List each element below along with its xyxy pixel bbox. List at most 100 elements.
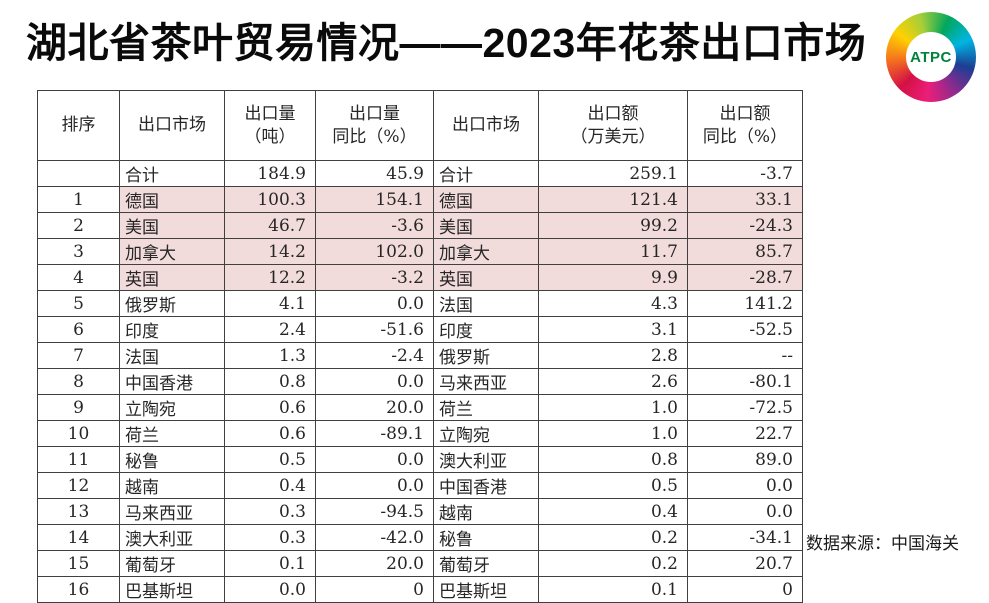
table-row: 10 荷兰 0.6 -89.1 立陶宛 1.0 22.7 (37, 420, 803, 447)
table-row: 9 立陶宛 0.6 20.0 荷兰 1.0 -72.5 (37, 394, 803, 421)
market-value-cell: 荷兰 (433, 394, 539, 421)
value-yoy-cell: -3.7 (687, 160, 803, 187)
rank-cell: 15 (37, 550, 120, 577)
atpc-logo-center: ATPC (906, 32, 956, 82)
market-value-cell: 葡萄牙 (433, 550, 539, 577)
value-yoy-cell: -80.1 (687, 368, 803, 395)
market-volume-cell: 美国 (119, 212, 225, 239)
volume-yoy-cell: -42.0 (315, 524, 434, 551)
value-yoy-cell: 0 (687, 576, 803, 603)
market-volume-cell: 德国 (119, 186, 225, 213)
volume-tons-cell: 0.3 (224, 524, 316, 551)
value-usd10k-cell: 1.0 (538, 420, 688, 447)
value-yoy-cell: 0.0 (687, 498, 803, 525)
volume-yoy-cell: 102.0 (315, 238, 434, 265)
value-usd10k-cell: 0.5 (538, 472, 688, 499)
value-usd10k-cell: 0.2 (538, 550, 688, 577)
value-yoy-cell: 85.7 (687, 238, 803, 265)
value-usd10k-cell: 3.1 (538, 316, 688, 343)
value-usd10k-cell: 2.6 (538, 368, 688, 395)
rank-cell: 9 (37, 394, 120, 421)
table-row: 16 巴基斯坦 0.0 0 巴基斯坦 0.1 0 (37, 576, 803, 603)
market-value-cell: 俄罗斯 (433, 342, 539, 369)
table-header: 排序 出口市场 出口量 （吨） 出口量 同比（%） 出口市场 出口额 （万美元）… (37, 90, 803, 161)
market-volume-cell: 中国香港 (119, 368, 225, 395)
rank-cell (37, 160, 120, 187)
value-usd10k-cell: 9.9 (538, 264, 688, 291)
table-header-row: 排序 出口市场 出口量 （吨） 出口量 同比（%） 出口市场 出口额 （万美元）… (37, 90, 803, 161)
market-value-cell: 秘鲁 (433, 524, 539, 551)
market-value-cell: 法国 (433, 290, 539, 317)
volume-yoy-cell: 154.1 (315, 186, 434, 213)
volume-yoy-cell: 0.0 (315, 446, 434, 473)
volume-tons-cell: 1.3 (224, 342, 316, 369)
value-yoy-cell: 20.7 (687, 550, 803, 577)
table-row: 11 秘鲁 0.5 0.0 澳大利亚 0.8 89.0 (37, 446, 803, 473)
rank-cell: 14 (37, 524, 120, 551)
volume-yoy-cell: -94.5 (315, 498, 434, 525)
value-yoy-cell: 33.1 (687, 186, 803, 213)
value-usd10k-cell: 0.4 (538, 498, 688, 525)
market-value-cell: 中国香港 (433, 472, 539, 499)
market-volume-cell: 秘鲁 (119, 446, 225, 473)
market-value-cell: 美国 (433, 212, 539, 239)
volume-tons-cell: 0.3 (224, 498, 316, 525)
market-value-cell: 越南 (433, 498, 539, 525)
table-body: 合计 184.9 45.9 合计 259.1 -3.7 1 德国 100.3 154.1 德国 121… (37, 160, 803, 603)
table-row: 6 印度 2.4 -51.6 印度 3.1 -52.5 (37, 316, 803, 343)
value-yoy-cell: 22.7 (687, 420, 803, 447)
rank-cell: 5 (37, 290, 120, 317)
header-export-value-usd10k: 出口额 （万美元） (538, 90, 688, 161)
value-yoy-cell: -24.3 (687, 212, 803, 239)
value-usd10k-cell: 4.3 (538, 290, 688, 317)
header-export-volume-tons: 出口量 （吨） (224, 90, 316, 161)
value-yoy-cell: 0.0 (687, 472, 803, 499)
value-usd10k-cell: 2.8 (538, 342, 688, 369)
value-yoy-cell: -28.7 (687, 264, 803, 291)
table-row: 合计 184.9 45.9 合计 259.1 -3.7 (37, 160, 803, 187)
value-yoy-cell: -72.5 (687, 394, 803, 421)
volume-yoy-cell: -2.4 (315, 342, 434, 369)
volume-tons-cell: 46.7 (224, 212, 316, 239)
market-volume-cell: 印度 (119, 316, 225, 343)
market-volume-cell: 越南 (119, 472, 225, 499)
market-volume-cell: 葡萄牙 (119, 550, 225, 577)
market-volume-cell: 加拿大 (119, 238, 225, 265)
market-volume-cell: 立陶宛 (119, 394, 225, 421)
value-yoy-cell: 141.2 (687, 290, 803, 317)
volume-tons-cell: 12.2 (224, 264, 316, 291)
header-rank: 排序 (37, 90, 120, 161)
rank-cell: 7 (37, 342, 120, 369)
value-usd10k-cell: 0.1 (538, 576, 688, 603)
table-row: 7 法国 1.3 -2.4 俄罗斯 2.8 -- (37, 342, 803, 369)
volume-tons-cell: 100.3 (224, 186, 316, 213)
market-volume-cell: 巴基斯坦 (119, 576, 225, 603)
market-volume-cell: 俄罗斯 (119, 290, 225, 317)
rank-cell: 6 (37, 316, 120, 343)
slide: { "slide": { "title": "湖北省茶叶贸易情况——2023年花… (26, 12, 976, 603)
market-value-cell: 澳大利亚 (433, 446, 539, 473)
market-volume-cell: 荷兰 (119, 420, 225, 447)
export-market-table: 排序 出口市场 出口量 （吨） 出口量 同比（%） 出口市场 出口额 （万美元）… (37, 90, 803, 603)
header-export-value-yoy: 出口额 同比（%） (687, 90, 803, 161)
volume-yoy-cell: 45.9 (315, 160, 434, 187)
value-usd10k-cell: 99.2 (538, 212, 688, 239)
volume-tons-cell: 0.8 (224, 368, 316, 395)
rank-cell: 1 (37, 186, 120, 213)
table-row: 8 中国香港 0.8 0.0 马来西亚 2.6 -80.1 (37, 368, 803, 395)
table-row: 2 美国 46.7 -3.6 美国 99.2 -24.3 (37, 212, 803, 239)
volume-tons-cell: 0.1 (224, 550, 316, 577)
volume-yoy-cell: -3.2 (315, 264, 434, 291)
volume-yoy-cell: 0 (315, 576, 434, 603)
market-value-cell: 加拿大 (433, 238, 539, 265)
volume-tons-cell: 0.4 (224, 472, 316, 499)
value-yoy-cell: 89.0 (687, 446, 803, 473)
market-volume-cell: 马来西亚 (119, 498, 225, 525)
market-volume-cell: 法国 (119, 342, 225, 369)
value-usd10k-cell: 259.1 (538, 160, 688, 187)
volume-yoy-cell: 0.0 (315, 472, 434, 499)
value-usd10k-cell: 11.7 (538, 238, 688, 265)
atpc-logo-icon: ATPC (886, 12, 976, 102)
table-row: 13 马来西亚 0.3 -94.5 越南 0.4 0.0 (37, 498, 803, 525)
market-value-cell: 立陶宛 (433, 420, 539, 447)
